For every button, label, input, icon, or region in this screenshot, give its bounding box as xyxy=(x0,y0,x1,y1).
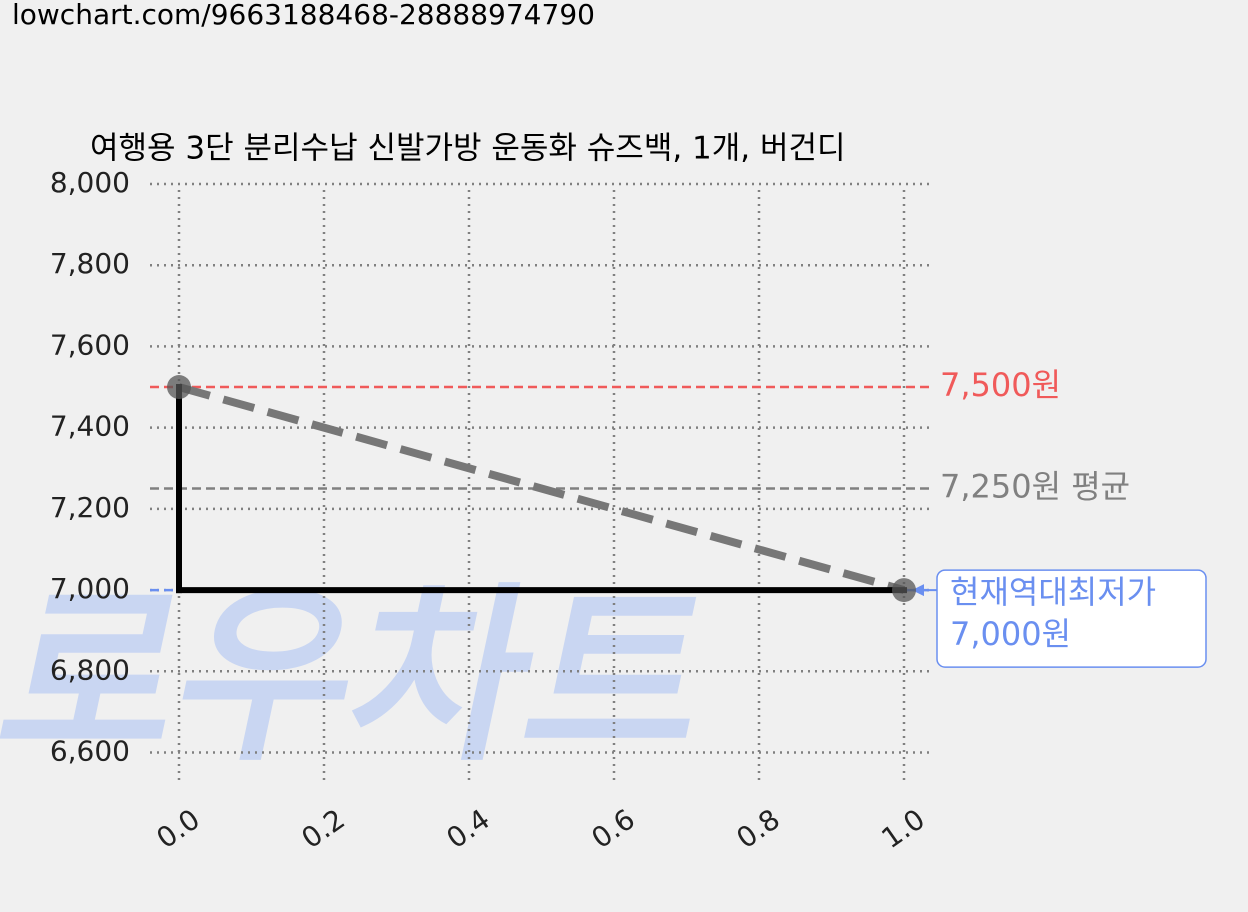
x-tick-label: 0.4 xyxy=(440,802,495,855)
point-marker xyxy=(167,375,191,400)
y-tick-label: 8,000 xyxy=(50,166,130,199)
x-tick-label: 0.0 xyxy=(150,802,205,855)
y-tick-label: 7,600 xyxy=(50,328,130,361)
point-marker xyxy=(892,578,916,603)
x-tick-label: 1.0 xyxy=(875,802,930,855)
reference-label: 7,250원 평균 xyxy=(940,468,1130,506)
trend-line xyxy=(177,383,906,594)
y-tick-label: 7,400 xyxy=(50,410,130,443)
watermark: 로우차트 xyxy=(0,567,729,788)
y-tick-label: 7,000 xyxy=(50,572,130,605)
y-tick-label: 6,800 xyxy=(50,653,130,686)
annotation-label: 7,000원 xyxy=(950,615,1071,653)
x-tick-label: 0.6 xyxy=(585,802,640,855)
y-tick-label: 6,600 xyxy=(50,735,130,768)
chart-title: 여행용 3단 분리수납 신발가방 운동화 슈즈백, 1개, 버건디 xyxy=(90,131,846,167)
annotation-box xyxy=(936,569,1207,668)
url: lowchart.com/9663188468-28888974790 xyxy=(12,0,595,31)
x-tick-label: 0.2 xyxy=(295,802,350,855)
y-tick-label: 7,800 xyxy=(50,247,130,280)
y-tick-label: 7,200 xyxy=(50,491,130,524)
annotation-arrowhead xyxy=(912,584,924,597)
x-tick-label: 0.8 xyxy=(730,802,785,855)
reference-label: 7,500원 xyxy=(940,366,1061,404)
annotation-note: 현재역대최저가 xyxy=(950,573,1156,611)
